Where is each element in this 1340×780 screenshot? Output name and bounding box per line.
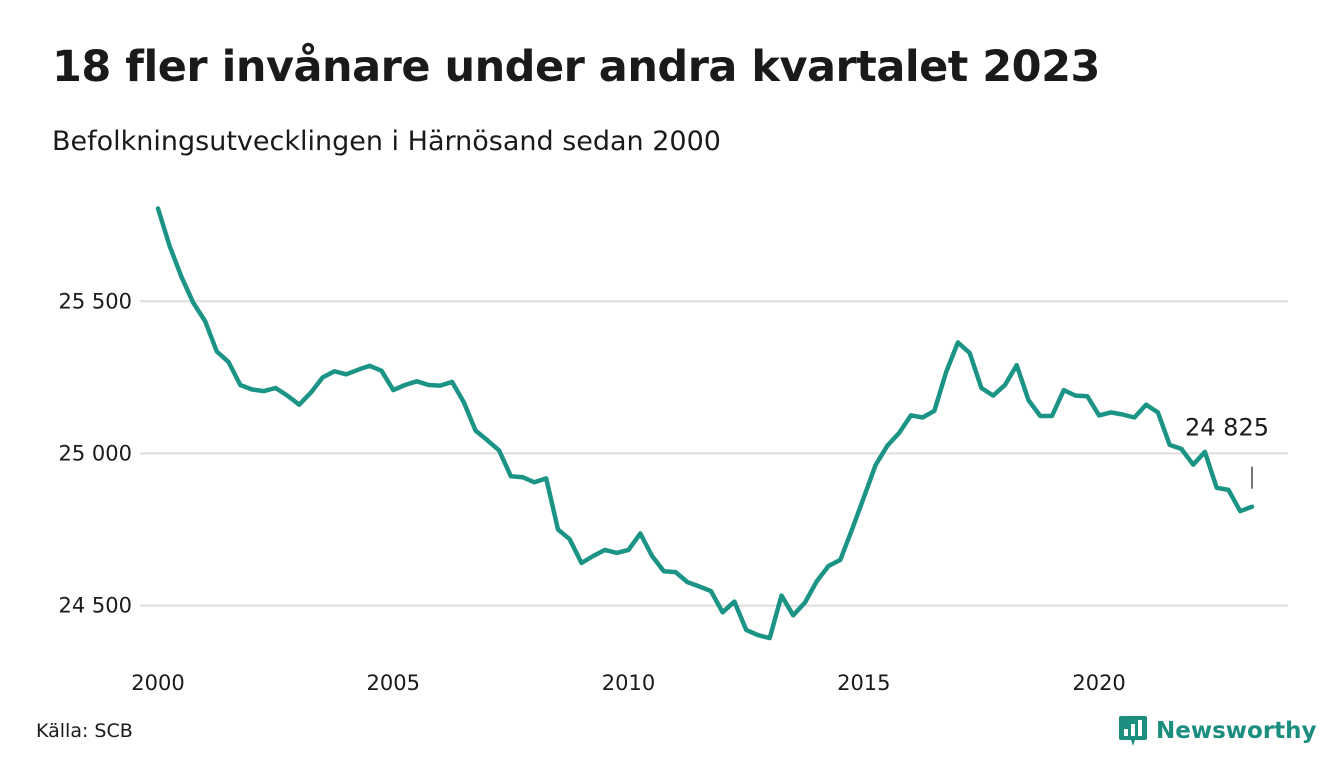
chart-subtitle: Befolkningsutvecklingen i Härnösand seda… bbox=[52, 126, 721, 157]
x-tick-label: 2010 bbox=[602, 671, 655, 695]
y-tick-label: 24 500 bbox=[59, 594, 132, 618]
newsworthy-logo: Newsworthy bbox=[1118, 714, 1317, 748]
x-tick-label: 2015 bbox=[837, 671, 890, 695]
population-line bbox=[155, 206, 1255, 641]
latest-value-label: 24 825 bbox=[1185, 414, 1269, 442]
y-tick-label: 25 500 bbox=[59, 289, 132, 313]
x-tick-label: 2020 bbox=[1072, 671, 1125, 695]
source-label: Källa: SCB bbox=[36, 720, 133, 742]
newsworthy-logo-text: Newsworthy bbox=[1156, 718, 1317, 744]
newsworthy-logo-icon bbox=[1119, 716, 1147, 746]
x-tick-label: 2005 bbox=[367, 671, 420, 695]
y-tick-label: 25 000 bbox=[59, 441, 132, 465]
chart-title: 18 fler invånare under andra kvartalet 2… bbox=[52, 42, 1100, 92]
x-tick-label: 2000 bbox=[131, 671, 184, 695]
